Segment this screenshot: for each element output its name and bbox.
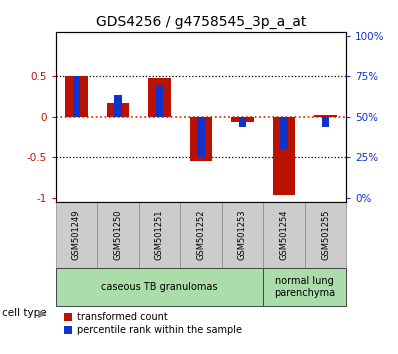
Bar — [114, 95, 122, 117]
Text: GSM501254: GSM501254 — [279, 210, 289, 260]
Text: GSM501253: GSM501253 — [238, 210, 247, 260]
Bar — [65, 76, 88, 117]
Text: GSM501255: GSM501255 — [321, 210, 330, 260]
Bar — [107, 103, 129, 117]
Bar — [239, 117, 246, 127]
Bar — [314, 115, 337, 117]
Text: GSM501249: GSM501249 — [72, 210, 81, 260]
Bar — [273, 117, 295, 195]
Text: caseous TB granulomas: caseous TB granulomas — [101, 282, 218, 292]
Bar — [222, 202, 263, 268]
Bar — [231, 117, 254, 122]
Legend: transformed count, percentile rank within the sample: transformed count, percentile rank withi… — [60, 309, 246, 339]
Bar — [189, 117, 213, 161]
Bar — [148, 78, 171, 117]
Bar — [263, 202, 305, 268]
Text: cell type: cell type — [2, 308, 47, 318]
Bar — [73, 76, 80, 117]
Text: GSM501250: GSM501250 — [113, 210, 123, 260]
Bar — [180, 202, 222, 268]
Bar — [263, 268, 346, 306]
Bar — [280, 117, 288, 149]
Text: normal lung
parenchyma: normal lung parenchyma — [274, 276, 336, 298]
Bar — [56, 268, 263, 306]
Text: GSM501251: GSM501251 — [155, 210, 164, 260]
Bar — [322, 117, 329, 127]
Bar — [56, 202, 97, 268]
Bar — [156, 86, 163, 117]
Bar — [139, 202, 180, 268]
Text: ▶: ▶ — [38, 308, 46, 318]
Bar — [197, 117, 205, 157]
Title: GDS4256 / g4758545_3p_a_at: GDS4256 / g4758545_3p_a_at — [96, 16, 306, 29]
Text: GSM501252: GSM501252 — [197, 210, 205, 260]
Bar — [97, 202, 139, 268]
Bar — [305, 202, 346, 268]
